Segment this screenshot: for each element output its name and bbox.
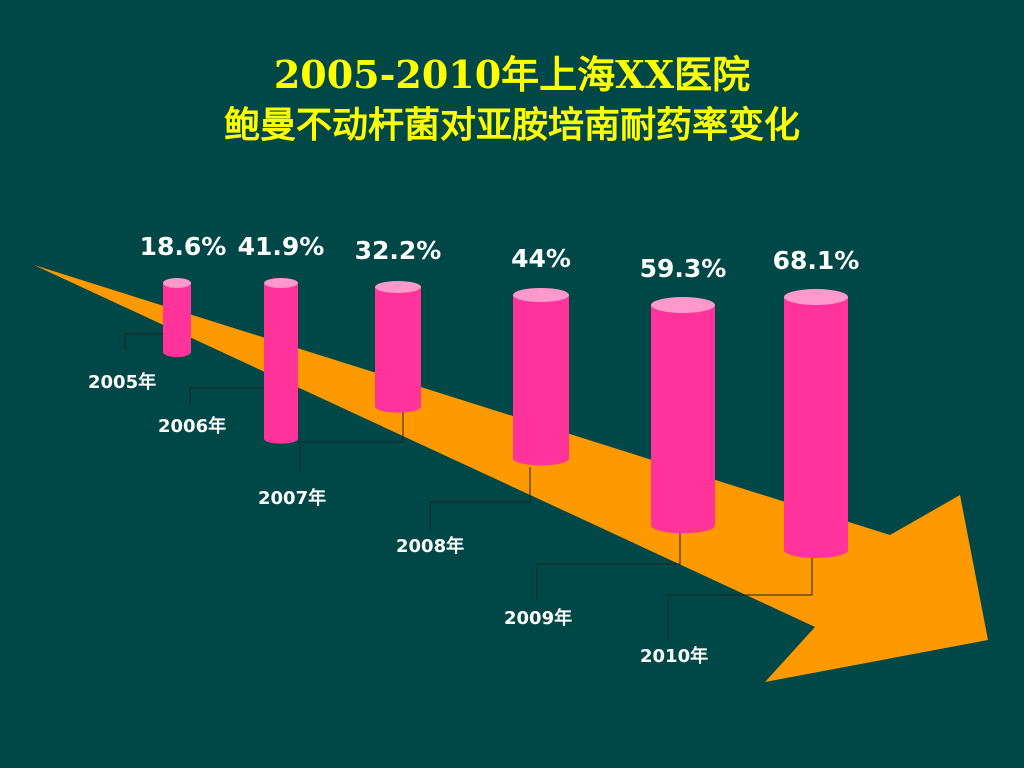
- bar: [513, 288, 569, 466]
- category-label: 2010年: [640, 645, 708, 667]
- bar-base: [784, 542, 848, 558]
- data-label: 44%: [511, 244, 571, 273]
- category-label: 2006年: [158, 415, 226, 437]
- category-label: 2009年: [504, 607, 572, 629]
- bar-body: [651, 305, 715, 526]
- bar: [163, 278, 191, 358]
- bar-body: [163, 283, 191, 353]
- bar-top: [163, 278, 191, 288]
- bar-base: [163, 347, 191, 358]
- bar-top: [651, 297, 715, 313]
- data-label: 18.6%: [140, 232, 227, 261]
- bar-base: [513, 451, 569, 466]
- data-label: 68.1%: [773, 246, 860, 275]
- bar-body: [264, 283, 298, 439]
- bar-body: [784, 297, 848, 550]
- leader-line: [299, 412, 404, 472]
- bar: [264, 278, 298, 444]
- data-label: 59.3%: [640, 254, 727, 283]
- bar-top: [513, 288, 569, 302]
- bar: [784, 289, 848, 558]
- category-label: 2008年: [396, 535, 464, 557]
- bar: [375, 281, 421, 413]
- category-label: 2005年: [88, 371, 156, 393]
- bar: [651, 297, 715, 534]
- bar-base: [264, 433, 298, 444]
- bar-top: [264, 278, 298, 288]
- leader-line: [429, 467, 531, 530]
- data-label: 41.9%: [238, 232, 325, 261]
- category-label: 2007年: [258, 487, 326, 509]
- chart-title-line2: 鲍曼不动杆菌对亚胺培南耐药率变化: [223, 104, 800, 146]
- leader-line: [667, 550, 813, 640]
- bar-top: [375, 281, 421, 293]
- chart-title-line1: 2005-2010年上海XX医院: [273, 52, 751, 97]
- bar-body: [513, 295, 569, 459]
- leader-line: [536, 516, 681, 600]
- data-label: 32.2%: [355, 236, 442, 265]
- bar-top: [784, 289, 848, 305]
- bar-body: [375, 287, 421, 407]
- bar-base: [375, 400, 421, 413]
- bar-base: [651, 517, 715, 534]
